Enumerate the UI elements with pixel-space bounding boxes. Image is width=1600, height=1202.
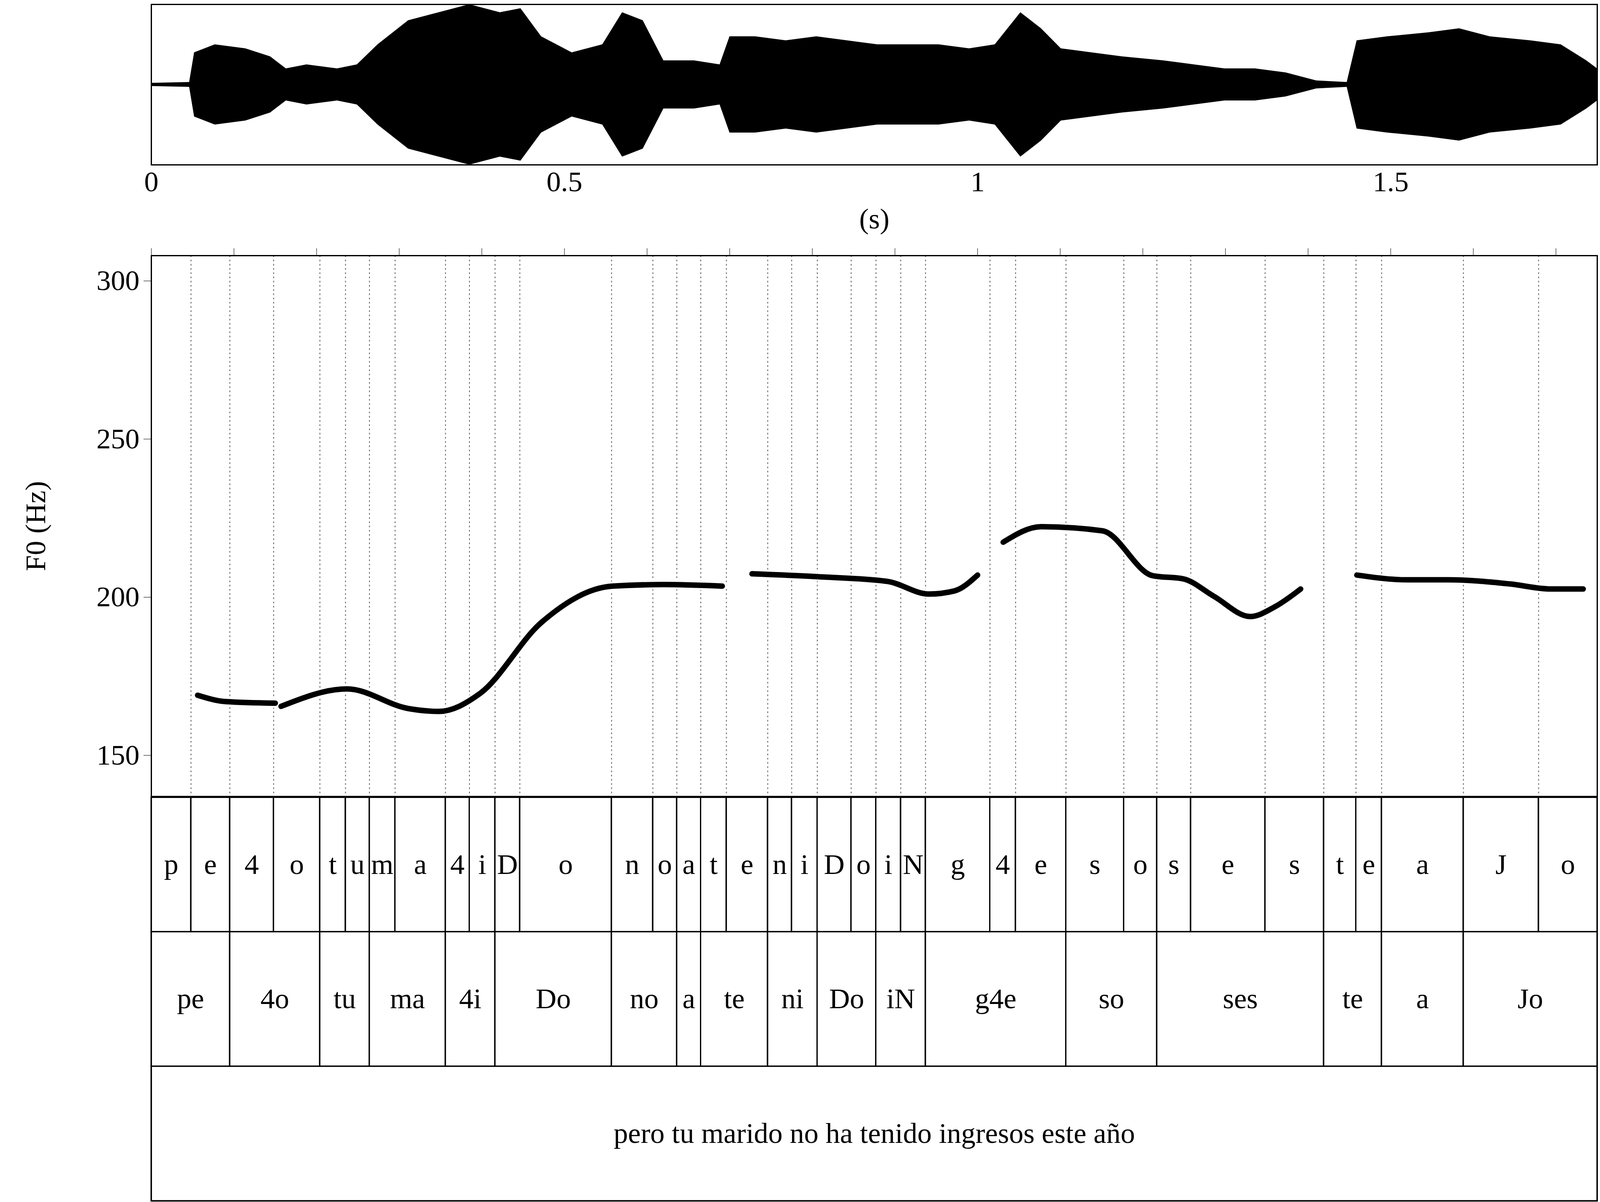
svg-text:m: m xyxy=(371,848,394,881)
svg-text:s: s xyxy=(1288,848,1300,881)
svg-text:s: s xyxy=(1168,848,1180,881)
svg-text:te: te xyxy=(1342,982,1364,1015)
svg-text:pe: pe xyxy=(176,982,204,1015)
svg-text:1.5: 1.5 xyxy=(1372,165,1409,198)
svg-text:a: a xyxy=(682,982,696,1015)
svg-text:4: 4 xyxy=(450,848,465,881)
svg-text:e: e xyxy=(203,848,217,881)
svg-text:so: so xyxy=(1098,982,1124,1015)
svg-text:o: o xyxy=(657,848,673,881)
svg-text:4i: 4i xyxy=(459,982,482,1015)
svg-text:0.5: 0.5 xyxy=(546,165,583,198)
svg-text:D: D xyxy=(824,848,845,881)
svg-text:i: i xyxy=(478,848,487,881)
svg-text:Do: Do xyxy=(829,982,865,1015)
svg-text:o: o xyxy=(856,848,871,881)
svg-text:F0 (Hz): F0 (Hz) xyxy=(19,480,52,571)
svg-text:a: a xyxy=(1415,848,1429,881)
svg-text:200: 200 xyxy=(96,580,140,613)
svg-text:g4e: g4e xyxy=(975,982,1017,1015)
svg-text:N: N xyxy=(902,848,924,881)
svg-text:e: e xyxy=(1221,848,1235,881)
svg-text:tu: tu xyxy=(333,982,356,1015)
svg-text:o: o xyxy=(1133,848,1148,881)
svg-text:pero tu marido no ha tenido in: pero tu marido no ha tenido ingresos est… xyxy=(613,1117,1135,1150)
svg-text:n: n xyxy=(625,848,640,881)
svg-text:Jo: Jo xyxy=(1517,982,1544,1015)
svg-text:250: 250 xyxy=(96,422,140,455)
svg-text:a: a xyxy=(682,848,696,881)
svg-text:a: a xyxy=(1415,982,1429,1015)
svg-text:4o: 4o xyxy=(260,982,290,1015)
svg-text:iN: iN xyxy=(886,982,916,1015)
svg-text:Do: Do xyxy=(535,982,571,1015)
svg-text:t: t xyxy=(328,848,337,881)
svg-text:t: t xyxy=(709,848,718,881)
svg-text:4: 4 xyxy=(244,848,259,881)
svg-text:e: e xyxy=(740,848,754,881)
svg-text:n: n xyxy=(772,848,787,881)
svg-text:0: 0 xyxy=(144,165,159,198)
svg-text:300: 300 xyxy=(96,264,140,297)
svg-text:150: 150 xyxy=(96,738,140,771)
svg-text:i: i xyxy=(800,848,809,881)
svg-text:te: te xyxy=(724,982,745,1015)
svg-text:ses: ses xyxy=(1222,982,1258,1015)
svg-text:ni: ni xyxy=(781,982,804,1015)
svg-text:e: e xyxy=(1362,848,1375,881)
svg-text:4: 4 xyxy=(995,848,1010,881)
svg-text:ma: ma xyxy=(390,982,426,1015)
svg-text:D: D xyxy=(496,848,518,881)
svg-text:p: p xyxy=(163,848,179,881)
svg-text:e: e xyxy=(1034,848,1047,881)
svg-text:J: J xyxy=(1495,848,1507,881)
svg-text:s: s xyxy=(1089,848,1101,881)
svg-text:t: t xyxy=(1335,848,1344,881)
svg-text:o: o xyxy=(558,848,573,881)
svg-text:u: u xyxy=(350,848,365,881)
svg-text:o: o xyxy=(1560,848,1576,881)
svg-text:g: g xyxy=(950,848,966,881)
svg-text:no: no xyxy=(629,982,659,1015)
svg-text:(s): (s) xyxy=(859,202,890,235)
svg-text:1: 1 xyxy=(970,165,985,198)
svg-text:i: i xyxy=(884,848,893,881)
svg-text:o: o xyxy=(289,848,304,881)
svg-text:a: a xyxy=(413,848,427,881)
